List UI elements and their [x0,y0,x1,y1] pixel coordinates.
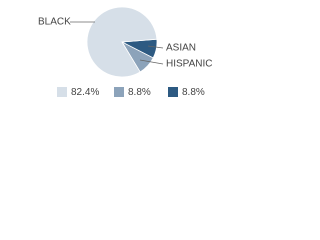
legend-swatch [168,87,178,97]
legend-label: 82.4% [71,87,99,98]
callout-line [147,45,164,49]
legend-label: 8.8% [182,87,205,98]
slice-label: ASIAN [166,43,196,54]
legend-swatch [57,87,67,97]
legend-label: 8.8% [128,87,151,98]
slice-label: HISPANIC [166,59,213,70]
pie-slice [86,6,158,78]
slice-label: BLACK [38,17,71,28]
chart: BLACK ASIAN HISPANIC 82.4% 8.8% 8.8% [38,6,213,98]
legend-swatch [114,87,124,97]
callout-line [139,59,164,65]
